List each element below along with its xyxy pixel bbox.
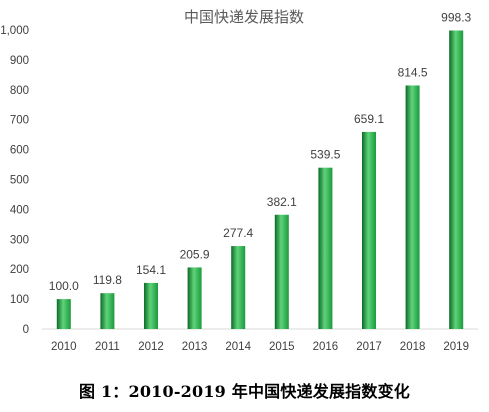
y-tick-label: 400 [10, 204, 29, 216]
bar-2013 [187, 267, 202, 329]
bar-2018 [405, 85, 420, 329]
x-tick-label-2017: 2017 [356, 341, 382, 353]
data-label-2011: 119.8 [93, 273, 122, 287]
data-label-2014: 277.4 [223, 226, 253, 240]
x-tick-label-2011: 2011 [95, 341, 120, 353]
y-tick-label: 700 [10, 115, 29, 127]
y-tick-label: 1,000 [0, 25, 29, 37]
data-labels: 100.0 119.8 154.1 205.9 277.4 382.1 539.5 659.1… [49, 11, 472, 294]
bar-2019 [449, 30, 464, 329]
y-tick-label: 500 [10, 175, 29, 187]
y-tick-label: 900 [10, 55, 29, 67]
x-tick-label-2012: 2012 [138, 341, 164, 353]
y-axis: 0 100 200 300 400 500 600 700 800 900 1,000 [0, 25, 29, 336]
bar-2016 [318, 167, 333, 329]
data-label-2018: 814.5 [398, 65, 428, 79]
data-label-2013: 205.9 [180, 247, 210, 261]
bar-2010 [56, 299, 71, 329]
x-tick-label-2013: 2013 [182, 341, 208, 353]
data-label-2016: 539.5 [310, 148, 340, 162]
data-label-2010: 100.0 [49, 279, 79, 293]
y-tick-label: 200 [10, 264, 29, 276]
y-tick-label: 800 [10, 85, 29, 97]
bar-2017 [362, 131, 376, 329]
x-axis: 2010 2011 2012 2013 2014 2015 2016 2017 2018 2019 [42, 328, 478, 353]
chart-title: 中国快递发展指数 [184, 8, 304, 26]
x-tick-label-2019: 2019 [443, 341, 469, 353]
bar-2014 [231, 246, 246, 329]
figure-caption: 图 1：2010-2019 年中国快递发展指数变化 [79, 382, 410, 401]
x-tick-label-2016: 2016 [313, 341, 339, 353]
bars [56, 30, 464, 329]
data-label-2019: 998.3 [441, 11, 471, 25]
data-label-2015: 382.1 [267, 195, 297, 209]
bar-2015 [274, 214, 289, 329]
x-tick-label-2014: 2014 [225, 341, 251, 353]
y-tick-label: 600 [10, 145, 29, 157]
bar-2011 [100, 293, 115, 329]
bar-2012 [144, 282, 158, 329]
data-label-2017: 659.1 [354, 112, 384, 126]
x-tick-label-2010: 2010 [51, 341, 77, 353]
y-tick-label: 0 [23, 324, 29, 336]
x-tick-label-2015: 2015 [269, 341, 295, 353]
y-tick-label: 100 [10, 294, 29, 306]
x-tick-label-2018: 2018 [400, 341, 426, 353]
y-tick-label: 300 [10, 234, 29, 246]
data-label-2012: 154.1 [136, 263, 166, 277]
